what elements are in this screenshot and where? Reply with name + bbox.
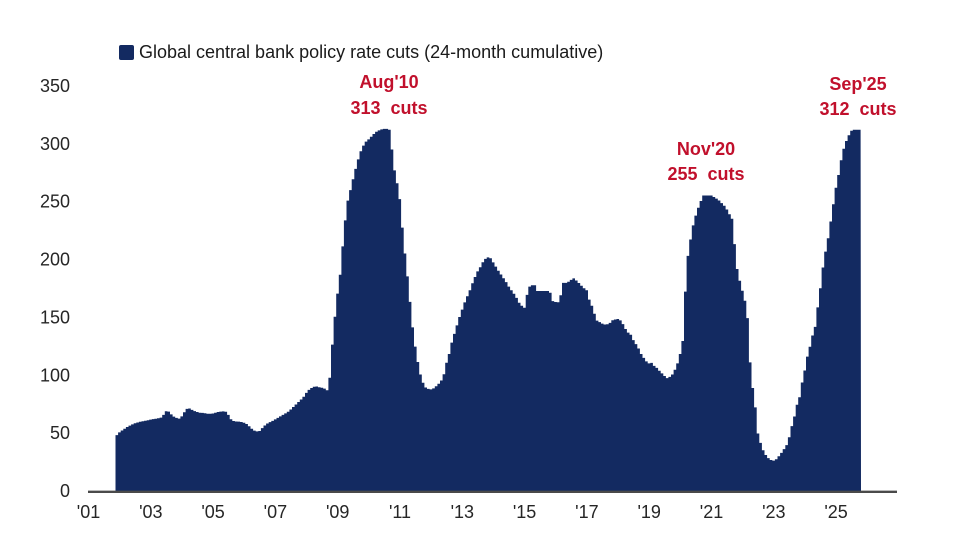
svg-text:'19: '19 — [637, 502, 660, 522]
svg-text:'09: '09 — [326, 502, 349, 522]
svg-text:Sep'25: Sep'25 — [829, 74, 886, 94]
svg-text:150: 150 — [40, 307, 70, 327]
svg-text:300: 300 — [40, 134, 70, 154]
svg-text:Nov'20: Nov'20 — [677, 139, 735, 159]
svg-text:'03: '03 — [139, 502, 162, 522]
svg-text:'13: '13 — [451, 502, 474, 522]
svg-text:'01: '01 — [77, 502, 100, 522]
svg-text:100: 100 — [40, 365, 70, 385]
svg-text:350: 350 — [40, 76, 70, 96]
svg-text:Aug'10: Aug'10 — [359, 72, 418, 92]
svg-text:313 cuts: 313 cuts — [350, 98, 427, 118]
svg-text:'21: '21 — [700, 502, 723, 522]
svg-text:312 cuts: 312 cuts — [819, 99, 896, 119]
svg-text:200: 200 — [40, 250, 70, 270]
svg-text:0: 0 — [60, 481, 70, 501]
svg-text:255 cuts: 255 cuts — [667, 164, 744, 184]
svg-text:250: 250 — [40, 192, 70, 212]
svg-text:'25: '25 — [824, 502, 847, 522]
svg-text:'07: '07 — [264, 502, 287, 522]
svg-text:'23: '23 — [762, 502, 785, 522]
svg-text:'11: '11 — [389, 502, 411, 522]
svg-text:'05: '05 — [201, 502, 224, 522]
svg-text:Global central bank policy rat: Global central bank policy rate cuts (24… — [139, 42, 603, 62]
svg-text:'15: '15 — [513, 502, 536, 522]
svg-text:'17: '17 — [575, 502, 598, 522]
svg-text:50: 50 — [50, 423, 70, 443]
